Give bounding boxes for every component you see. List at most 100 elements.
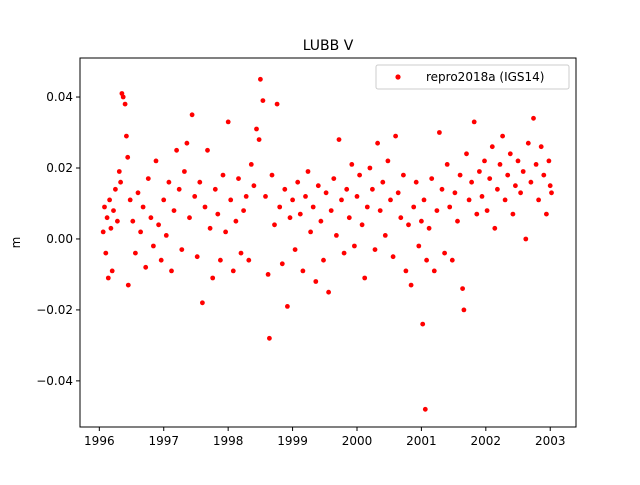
data-point: [174, 147, 180, 153]
data-point: [461, 307, 467, 313]
y-tick-label: −0.04: [36, 374, 73, 388]
data-point: [111, 208, 116, 214]
data-point: [292, 247, 298, 253]
data-point: [390, 254, 396, 260]
data-point: [274, 101, 280, 107]
y-tick-label: 0.00: [46, 232, 73, 246]
data-point: [225, 119, 231, 125]
x-tick-label: 2001: [406, 434, 437, 448]
data-point: [148, 215, 154, 221]
chart-title: LUBB V: [303, 38, 354, 54]
data-point: [290, 197, 295, 203]
data-point: [104, 215, 110, 221]
data-point: [420, 321, 426, 327]
data-point: [457, 172, 463, 178]
data-point: [474, 211, 480, 217]
data-point: [313, 279, 319, 284]
data-point: [411, 204, 417, 210]
data-point: [349, 162, 355, 167]
data-point: [125, 154, 131, 160]
data-point: [118, 179, 123, 185]
data-point: [518, 190, 523, 196]
data-point: [321, 257, 326, 263]
data-point: [166, 179, 172, 185]
legend[interactable]: repro2018a (IGS14): [375, 64, 570, 90]
data-point: [287, 215, 293, 221]
data-point: [455, 218, 460, 224]
data-point: [285, 304, 290, 309]
data-point: [125, 282, 131, 288]
data-point: [362, 275, 368, 281]
data-point: [267, 335, 272, 341]
data-point: [207, 225, 213, 231]
data-point: [341, 250, 347, 256]
data-point: [416, 243, 422, 249]
data-point: [251, 183, 257, 189]
data-point: [533, 162, 539, 167]
y-tick-label: 0.04: [46, 90, 73, 104]
y-tick-label: −0.02: [36, 303, 73, 317]
data-point: [116, 169, 122, 174]
x-tick-label: 1999: [277, 434, 308, 448]
data-point: [401, 172, 406, 178]
data-point: [279, 261, 285, 267]
data-point: [449, 257, 455, 263]
data-point: [471, 119, 477, 125]
data-point: [424, 257, 429, 263]
data-point: [102, 204, 107, 210]
data-point: [421, 197, 427, 203]
data-point: [367, 165, 373, 171]
data-point: [124, 133, 129, 139]
data-point: [200, 300, 205, 306]
data-point: [282, 186, 288, 192]
data-point: [357, 172, 362, 178]
data-point: [258, 76, 263, 82]
data-point: [541, 172, 547, 178]
data-point: [163, 233, 169, 238]
x-ticks: 1996 1997 1998 1999 2000 2001 2002 2003: [84, 427, 566, 448]
data-point: [256, 137, 262, 143]
data-point: [153, 158, 159, 164]
data-point: [393, 133, 398, 139]
data-point: [295, 179, 301, 185]
data-point: [531, 115, 536, 121]
data-point: [395, 190, 401, 196]
y-axis-label: m: [9, 237, 23, 249]
data-point: [210, 275, 216, 281]
data-point: [194, 254, 200, 260]
data-point: [277, 204, 283, 210]
data-point: [406, 222, 411, 228]
data-point: [241, 208, 247, 214]
data-point: [300, 268, 306, 274]
data-point: [536, 197, 541, 203]
data-point: [202, 204, 208, 210]
data-point: [492, 225, 498, 231]
data-point: [269, 172, 275, 178]
data-point: [487, 176, 493, 182]
legend-marker: [395, 74, 401, 80]
data-point: [176, 186, 182, 192]
data-point: [364, 204, 370, 210]
data-point: [549, 190, 554, 196]
data-point: [477, 169, 482, 174]
data-point: [145, 176, 151, 182]
data-point: [431, 268, 437, 274]
data-point: [500, 133, 505, 139]
data-point: [413, 179, 419, 185]
data-point: [538, 144, 544, 150]
data-point: [233, 218, 239, 224]
data-point: [161, 197, 167, 203]
data-point: [437, 130, 442, 135]
data-point: [513, 183, 518, 189]
data-point: [318, 218, 324, 224]
data-point: [434, 208, 440, 214]
data-point: [133, 250, 138, 256]
data-point: [326, 289, 331, 295]
data-point: [339, 197, 344, 203]
data-point: [135, 190, 141, 196]
data-point: [422, 406, 428, 412]
data-point: [105, 275, 111, 281]
data-point: [464, 151, 469, 157]
data-point: [331, 176, 337, 182]
